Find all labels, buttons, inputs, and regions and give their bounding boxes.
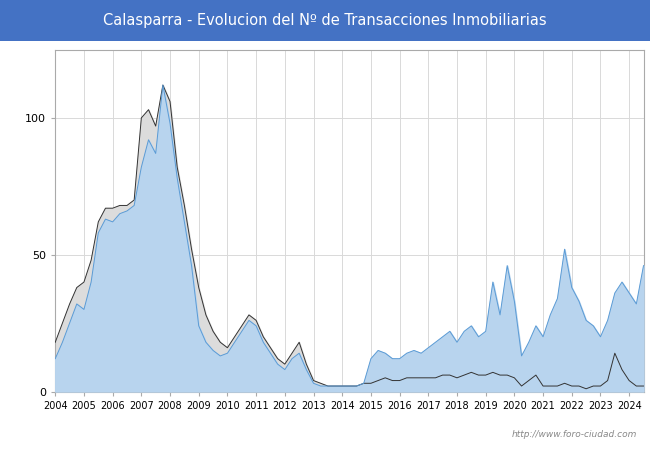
Text: Calasparra - Evolucion del Nº de Transacciones Inmobiliarias: Calasparra - Evolucion del Nº de Transac… (103, 13, 547, 28)
Text: http://www.foro-ciudad.com: http://www.foro-ciudad.com (512, 430, 637, 439)
